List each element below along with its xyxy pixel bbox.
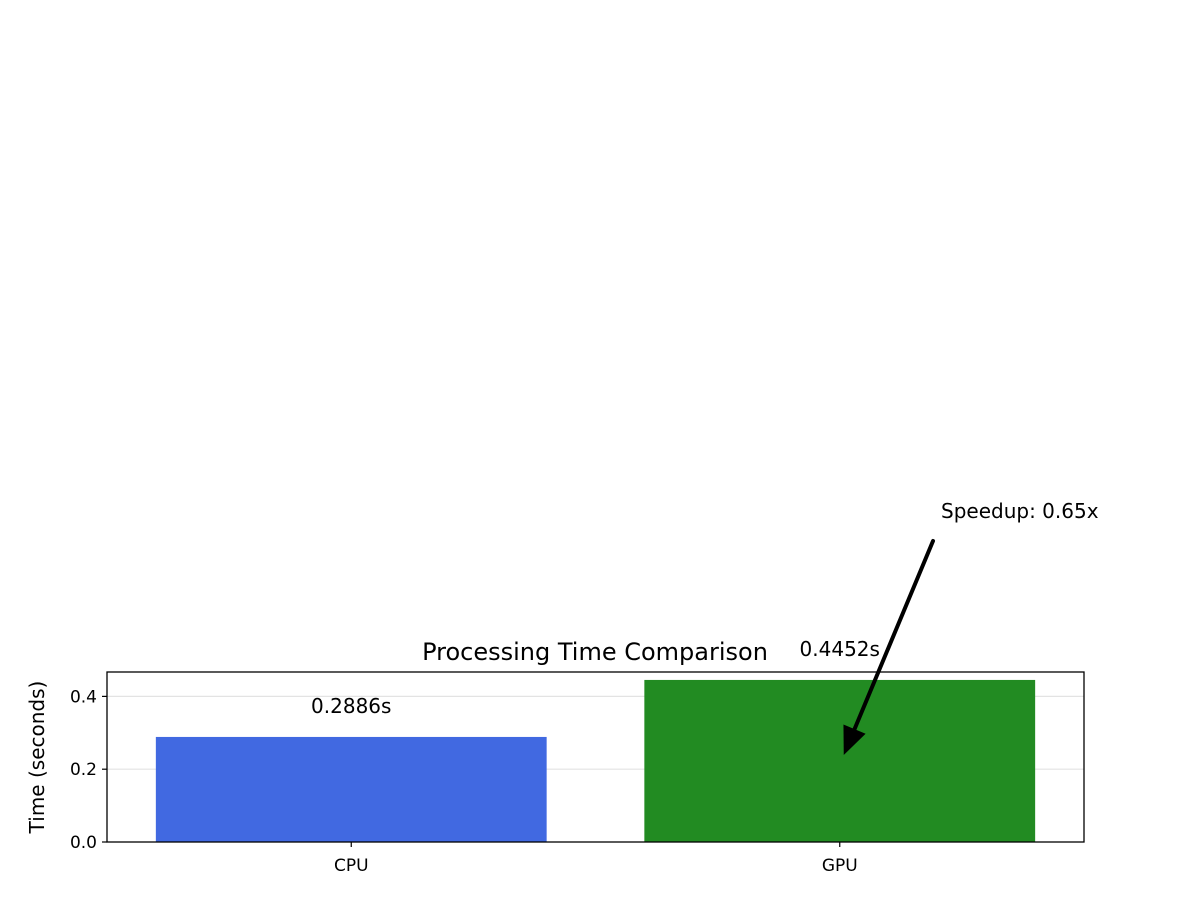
annotation-arrow-head — [843, 724, 866, 755]
y-axis-label: Time (seconds) — [25, 681, 49, 835]
y-tick-label: 0.4 — [70, 687, 97, 707]
bar-value-label: 0.2886s — [311, 694, 391, 718]
y-tick-label: 0.0 — [70, 833, 97, 853]
y-tick-label: 0.2 — [70, 760, 97, 780]
bar-value-labels: 0.2886s 0.4452s — [311, 637, 880, 718]
bar-gpu — [644, 679, 1036, 842]
bar-cpu — [155, 736, 547, 842]
annotation-arrow — [851, 539, 935, 733]
speedup-annotation: Speedup: 0.65x — [843, 499, 1099, 755]
x-axis-ticks: CPU GPU — [334, 842, 858, 876]
x-tick-label: GPU — [822, 856, 858, 876]
bars — [155, 679, 1036, 842]
x-tick-label: CPU — [334, 856, 369, 876]
plot-frame — [106, 671, 1085, 843]
annotation-label: Speedup: 0.65x — [941, 499, 1099, 523]
bar-value-label: 0.4452s — [800, 637, 880, 661]
y-axis-ticks: 0.0 0.2 0.4 — [70, 687, 107, 853]
chart-title: Processing Time Comparison — [422, 638, 768, 666]
